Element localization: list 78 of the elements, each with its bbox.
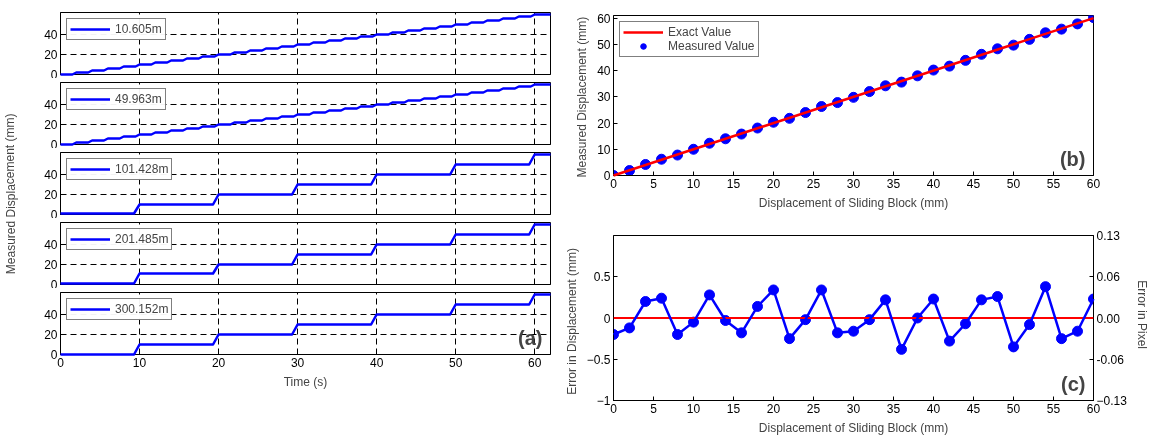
- x-tick-label: 15: [726, 176, 741, 191]
- x-tick-label: 50: [1006, 401, 1021, 416]
- line-series: [59, 83, 552, 146]
- x-tick-label: 30: [290, 355, 305, 370]
- x-tick-label: 55: [1046, 176, 1061, 191]
- x-tick-label: 35: [886, 176, 901, 191]
- y-tick-label: 40: [597, 64, 611, 79]
- y-tick-label: 20: [44, 48, 58, 62]
- x-tick-label: 40: [926, 176, 941, 191]
- y-tick-label: 0: [50, 277, 58, 292]
- y2-tick-label: 0.00: [1096, 311, 1121, 326]
- y-tick-label: 10: [597, 142, 611, 157]
- x-tick-label: 5: [650, 401, 658, 416]
- y-tick-label: 30: [597, 90, 611, 105]
- legend-label: 201.485m: [115, 232, 169, 246]
- y-tick-label: 20: [44, 328, 58, 342]
- y-tick-label: 0.5: [593, 270, 611, 285]
- annotation: (c): [1061, 372, 1086, 395]
- y2-tick-label: 0.06: [1096, 270, 1121, 285]
- x-tick-label: 40: [369, 355, 384, 370]
- y-tick-label: 40: [44, 28, 58, 42]
- y-tick-label: 20: [597, 116, 611, 131]
- x-tick-label: 25: [806, 401, 821, 416]
- y-tick-label: 0: [50, 137, 58, 152]
- line-series: [59, 293, 552, 356]
- y2-tick-label: -0.06: [1096, 352, 1125, 367]
- y-tick-label: 20: [44, 258, 58, 272]
- x-tick-label: 45: [966, 401, 981, 416]
- line-series: [59, 13, 552, 76]
- y-tick-label: 40: [44, 238, 58, 252]
- x-tick-label: 50: [1006, 176, 1021, 191]
- y-axis-title: Measured Displacement (mm): [575, 16, 590, 178]
- y-tick-label: −0.5: [586, 352, 611, 367]
- x-tick-label: 10: [686, 401, 701, 416]
- x-tick-label: 60: [1086, 176, 1101, 191]
- y-tick-label: −1: [596, 394, 611, 408]
- x-tick-label: 10: [132, 355, 147, 370]
- x-tick-label: 15: [726, 401, 741, 416]
- y-tick-label: 0: [50, 67, 58, 82]
- y-tick-label: 20: [44, 188, 58, 202]
- y-tick-label: 0: [603, 311, 611, 326]
- x-tick-label: 45: [966, 176, 981, 191]
- y2-axis-title: Error in Pixel: [1134, 280, 1149, 350]
- y-tick-label: 20: [44, 118, 58, 132]
- x-axis-title: Displacement of Sliding Block (mm): [758, 195, 949, 210]
- y-tick-label: 40: [44, 98, 58, 112]
- x-tick-label: 30: [846, 176, 861, 191]
- y2-tick-label: 0.13: [1096, 229, 1121, 243]
- x-tick-label: 35: [886, 401, 901, 416]
- y-tick-label: 40: [44, 308, 58, 322]
- x-tick-label: 60: [528, 355, 542, 370]
- legend-label: Exact Value: [668, 25, 732, 39]
- x-axis-title: Time (s): [283, 374, 328, 389]
- x-tick-label: 60: [1086, 401, 1101, 416]
- x-tick-label: 20: [211, 355, 226, 370]
- legend-label: 10.605m: [115, 22, 162, 36]
- x-tick-label: 30: [846, 401, 861, 416]
- x-tick-label: 40: [926, 401, 941, 416]
- annotation: (b): [1059, 147, 1086, 170]
- x-tick-label: 25: [806, 176, 821, 191]
- y-axis-title: Error in Displacement (mm): [564, 247, 579, 395]
- line-series: [59, 153, 552, 215]
- y-tick-label: 60: [597, 11, 611, 26]
- y-axis-title: Measured Displacement (mm): [3, 113, 18, 275]
- x-tick-label: 10: [686, 176, 701, 191]
- x-tick-label: 5: [650, 176, 658, 191]
- legend-label: 49.963m: [115, 92, 162, 106]
- legend-label: 101.428m: [115, 162, 169, 176]
- y-tick-label: 0: [50, 207, 58, 222]
- legend-label: 300.152m: [115, 302, 169, 316]
- x-tick-label: 55: [1046, 401, 1061, 416]
- x-tick-label: 20: [766, 176, 781, 191]
- x-axis-title: Displacement of Sliding Block (mm): [758, 420, 949, 435]
- line-series: [59, 223, 552, 285]
- x-tick-label: 50: [448, 355, 463, 370]
- y-tick-label: 50: [597, 37, 611, 52]
- x-tick-label: 20: [766, 401, 781, 416]
- legend-label: Measured Value: [668, 39, 755, 53]
